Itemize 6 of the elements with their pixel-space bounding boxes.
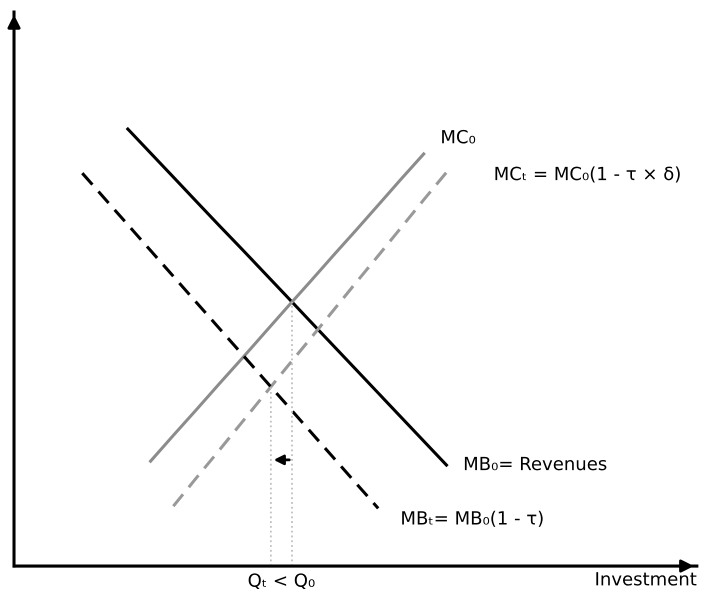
annotation: MCₜ = MC₀(1 - τ × δ) (495, 166, 680, 182)
x-axis-title: Investment (596, 572, 696, 586)
annotation: MB₀= Revenues (464, 456, 606, 470)
text: Qₜ < Q₀ (248, 573, 315, 590)
annotation: MC₀ (442, 130, 476, 144)
annotation: MBₜ= MB₀(1 - τ) (402, 510, 543, 527)
